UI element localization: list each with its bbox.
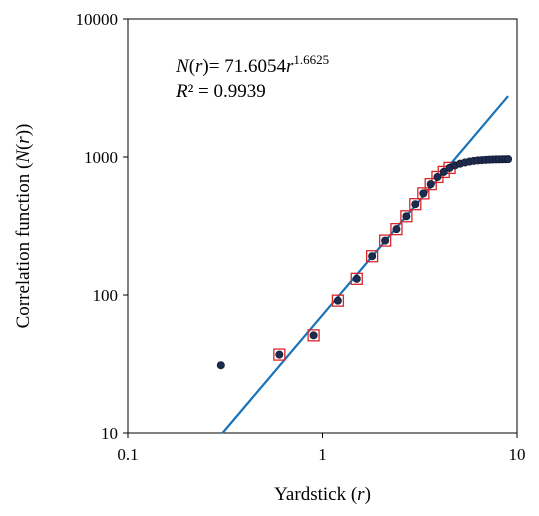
fitted-point-marker [424, 177, 437, 191]
data-point [368, 252, 377, 261]
points-layer [216, 155, 513, 370]
data-point [216, 361, 225, 370]
data-point [309, 331, 318, 340]
fitted-point-marker [307, 329, 320, 342]
y-tick-label: 10000 [76, 10, 119, 29]
data-point [419, 189, 428, 198]
fit-layer [221, 95, 509, 434]
x-tick-label: 10 [509, 445, 526, 464]
data-point [275, 350, 284, 359]
data-point [381, 236, 390, 245]
data-point [426, 180, 435, 189]
fitted-point-marker [273, 348, 286, 361]
y-tick-label: 1000 [84, 148, 118, 167]
fitted-point-marker [409, 198, 422, 211]
data-point [439, 167, 448, 176]
fit-line [221, 95, 509, 434]
ticks-layer: 0.1 1 10 10 100 1000 10000 [76, 10, 526, 464]
fitted-point-marker [350, 272, 363, 285]
fitted-point-marker [331, 294, 345, 307]
x-tick-label: 1 [318, 445, 327, 464]
x-tick-label: 0.1 [117, 445, 138, 464]
data-point [352, 274, 361, 283]
fitted-point-marker [379, 234, 392, 247]
fitted-point-marker [390, 223, 403, 236]
y-tick-label: 10 [101, 424, 118, 443]
y-axis-title: Correlation function (N(r)) [13, 124, 34, 329]
data-point [411, 200, 420, 209]
y-tick-label: 100 [93, 286, 119, 305]
data-point [504, 155, 513, 164]
r-squared-value: R² = 0.9939 [175, 81, 266, 102]
data-point [433, 172, 442, 181]
data-point [392, 225, 401, 234]
data-point [333, 296, 342, 305]
x-axis-title: Yardstick (r) [274, 484, 371, 505]
fitted-point-marker [366, 250, 379, 263]
fitted-point-marker [417, 187, 430, 200]
data-point [402, 212, 411, 221]
regression-equation: N(r)= 71.6054r1.6625 [175, 52, 329, 77]
fitted-point-marker [400, 210, 413, 223]
